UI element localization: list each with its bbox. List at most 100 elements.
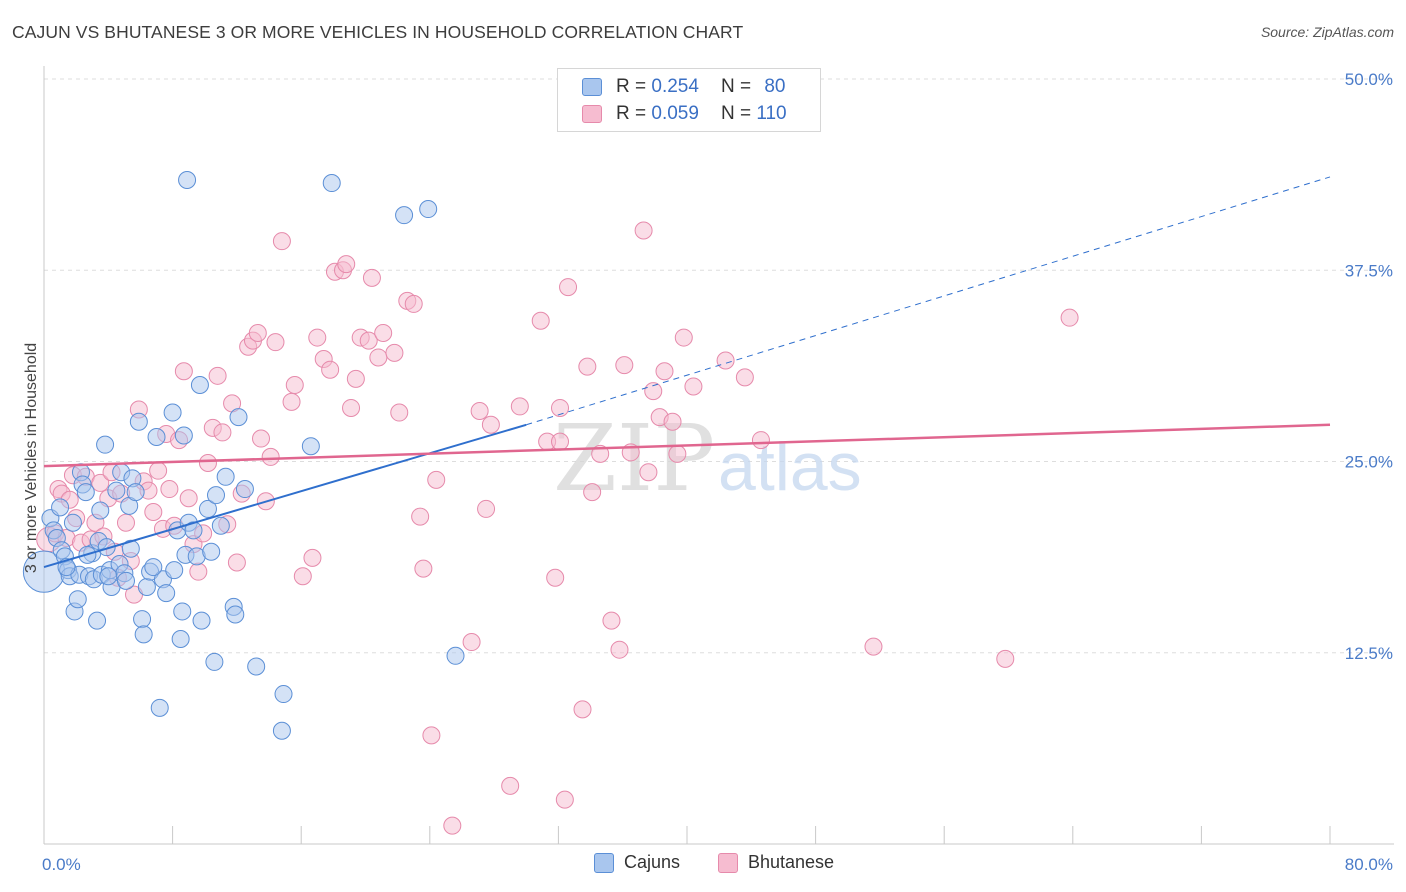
bhutanese-point bbox=[996, 649, 1015, 668]
cajun-point bbox=[68, 590, 87, 609]
cajun-point bbox=[147, 428, 166, 447]
cajun-point bbox=[107, 481, 126, 500]
cajun-point bbox=[174, 426, 193, 445]
bhutanese-point bbox=[610, 640, 629, 659]
bhutanese-point bbox=[602, 611, 621, 630]
bhutanese-point bbox=[546, 568, 565, 587]
legend-swatch-cajuns bbox=[582, 78, 602, 96]
bhutanese-point bbox=[555, 790, 574, 809]
bhutanese-point bbox=[374, 323, 393, 342]
y-tick-label: 12.5% bbox=[1345, 644, 1393, 663]
cajun-point bbox=[88, 611, 107, 630]
cajun-point bbox=[116, 571, 135, 590]
cajun-point bbox=[272, 721, 291, 740]
bhutanese-point bbox=[501, 776, 520, 795]
bhutanese-point bbox=[735, 368, 754, 387]
bhutanese-point bbox=[644, 382, 663, 401]
legend-n-label: N = bbox=[720, 103, 752, 124]
legend-r-value: 0.059 bbox=[651, 103, 699, 124]
bhutanese-point bbox=[346, 369, 365, 388]
bhutanese-point bbox=[91, 473, 110, 492]
cajun-point bbox=[63, 513, 82, 532]
bhutanese-point bbox=[303, 548, 322, 567]
y-tick-label: 50.0% bbox=[1345, 70, 1393, 89]
bhutanese-point bbox=[510, 397, 529, 416]
cajun-point bbox=[126, 483, 145, 502]
bhutanese-point bbox=[213, 423, 232, 442]
bhutanese-point bbox=[462, 633, 481, 652]
bhutanese-point bbox=[864, 637, 883, 656]
bhutanese-point bbox=[414, 559, 433, 578]
bhutanese-point bbox=[551, 398, 570, 417]
bhutanese-point bbox=[559, 278, 578, 297]
bhutanese-point bbox=[411, 507, 430, 526]
cajun-point bbox=[134, 625, 153, 644]
bhutanese-point bbox=[481, 415, 500, 434]
cajun-point bbox=[274, 685, 293, 704]
bhutanese-point bbox=[174, 362, 193, 381]
cajun-points bbox=[22, 170, 465, 740]
axes bbox=[43, 66, 1394, 845]
bhutanese-point bbox=[583, 483, 602, 502]
bhutanese-point bbox=[252, 429, 271, 448]
series-legend-cajuns[interactable]: Cajuns bbox=[594, 852, 680, 873]
trend-lines bbox=[43, 176, 1331, 569]
bhutanese-point bbox=[189, 562, 208, 581]
bhutanese-point bbox=[427, 470, 446, 489]
bhutanese-point bbox=[404, 294, 423, 313]
cajun-point bbox=[216, 467, 235, 486]
bhutanese-point bbox=[359, 331, 378, 350]
bhutanese-point bbox=[293, 567, 312, 586]
cajun-point bbox=[205, 652, 224, 671]
bhutanese-point bbox=[342, 398, 361, 417]
bhutanese-point bbox=[390, 403, 409, 422]
bhutanese-point bbox=[615, 356, 634, 375]
bhutanese-point bbox=[362, 268, 381, 287]
legend-row-cajuns: R = 0.254 N = 80 bbox=[582, 74, 785, 100]
bhutanese-point bbox=[160, 480, 179, 499]
bhutanese-point bbox=[663, 412, 682, 431]
cajun-point bbox=[51, 498, 70, 517]
legend-r-value: 0.254 bbox=[651, 76, 699, 97]
bhutanese-point bbox=[179, 489, 198, 508]
bhutanese-point bbox=[639, 463, 658, 482]
cajun-point bbox=[207, 486, 226, 505]
bhutanese-point bbox=[470, 402, 489, 421]
cajun-point bbox=[211, 516, 230, 535]
bhutanese-point bbox=[1060, 308, 1079, 327]
legend-n-value: 110 bbox=[756, 103, 787, 124]
cajun-point bbox=[97, 538, 116, 557]
bhutanese-point bbox=[308, 328, 327, 347]
cajun-point bbox=[184, 521, 203, 540]
cajun-point bbox=[57, 558, 76, 577]
bhutanese-point bbox=[551, 432, 570, 451]
x-tick-label-max: 80.0% bbox=[1345, 855, 1393, 874]
cajun-point bbox=[165, 561, 184, 580]
cajun-point bbox=[419, 200, 438, 219]
bhutanese-point bbox=[116, 513, 135, 532]
y-tick-label: 37.5% bbox=[1345, 261, 1393, 280]
cajun-point bbox=[229, 408, 248, 427]
bhutanese-point bbox=[248, 323, 267, 342]
cajun-point bbox=[96, 435, 115, 454]
cajun-point bbox=[133, 610, 152, 629]
bhutanese-point bbox=[443, 816, 462, 835]
series-swatch-cajuns bbox=[594, 852, 614, 873]
series-swatch-bhutanese bbox=[718, 852, 738, 873]
series-legend-bhutanese[interactable]: Bhutanese bbox=[718, 852, 834, 873]
bhutanese-point bbox=[285, 376, 304, 394]
y-tick-label: 25.0% bbox=[1345, 453, 1393, 472]
bhutanese-point bbox=[198, 454, 217, 473]
cajun-point bbox=[446, 646, 465, 665]
cajun-point bbox=[121, 539, 140, 558]
bhutanese-point bbox=[149, 461, 168, 480]
cajun-trend-line bbox=[43, 423, 527, 569]
bhutanese-trend-line bbox=[43, 423, 1331, 468]
bhutanese-point bbox=[369, 348, 388, 367]
bhutanese-point bbox=[668, 444, 687, 463]
bhutanese-point bbox=[634, 221, 653, 240]
chart-title: CAJUN VS BHUTANESE 3 OR MORE VEHICLES IN… bbox=[12, 22, 744, 42]
cajun-point bbox=[178, 170, 197, 189]
cajun-point bbox=[247, 657, 266, 676]
